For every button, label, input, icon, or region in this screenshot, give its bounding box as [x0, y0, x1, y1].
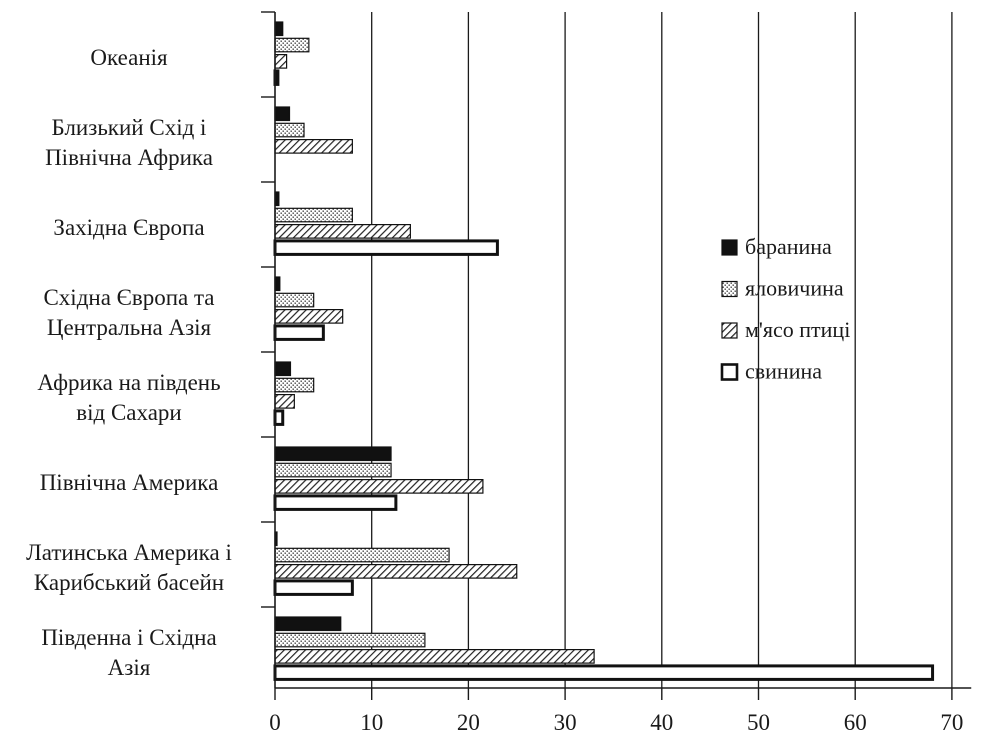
category-label: Північна Африка — [45, 145, 213, 170]
bar-6-series-1 — [274, 446, 392, 462]
bar-7-series-4 — [273, 579, 354, 596]
category-label: Центральна Азія — [47, 315, 212, 340]
category-label: Близький Схід і — [52, 115, 207, 140]
bar-5-series-2 — [274, 377, 315, 393]
legend-swatch-2 — [721, 280, 738, 298]
bar-3-series-2 — [274, 207, 353, 223]
bar-4-series-2 — [274, 292, 315, 308]
x-tick-label: 70 — [940, 710, 963, 735]
category-label: від Сахари — [76, 400, 181, 425]
x-tick-label: 50 — [747, 710, 770, 735]
bar-6-series-4 — [273, 494, 398, 511]
bar-4-series-4 — [273, 324, 325, 341]
bar-5-series-3 — [274, 394, 295, 409]
bar-5-series-1 — [274, 361, 292, 377]
category-label: Північна Америка — [40, 470, 219, 495]
bar-7-series-2 — [274, 547, 450, 563]
bar-3-series-4 — [273, 239, 499, 256]
legend-label-3: м'ясо птиці — [745, 317, 850, 342]
bar-8-series-4 — [273, 664, 935, 681]
legend-label-2: яловичина — [745, 276, 844, 301]
bar-8-series-1 — [274, 616, 342, 632]
bar-1-series-3 — [274, 53, 288, 69]
bar-5-series-4 — [273, 409, 285, 426]
category-label: Латинська Америка і — [26, 540, 232, 565]
x-tick-label: 0 — [269, 710, 281, 735]
bar-4-series-3 — [274, 309, 344, 324]
legend-label-4: свинина — [745, 359, 822, 384]
bar-2-series-1 — [274, 106, 291, 122]
x-tick-label: 60 — [844, 710, 867, 735]
category-labels: Океанія Близький Схід і Північна Африка Зах… — [26, 45, 232, 680]
category-label: Азія — [108, 655, 151, 680]
bar-6-series-2 — [274, 462, 392, 478]
bar-7-series-3 — [274, 563, 518, 579]
bar-1-series-1 — [274, 21, 284, 37]
legend-swatch-1 — [721, 239, 738, 256]
legend-label-1: баранина — [745, 234, 832, 259]
axes: 0 10 20 30 40 50 60 70 — [261, 11, 972, 735]
category-label: Африка на південь — [37, 370, 220, 395]
category-label: Карибський басейн — [34, 570, 224, 595]
category-label: Океанія — [90, 45, 168, 70]
x-tick-label: 40 — [650, 710, 673, 735]
bars — [273, 21, 935, 681]
x-tick-label: 30 — [554, 710, 577, 735]
bar-8-series-2 — [274, 632, 426, 648]
bar-3-series-3 — [274, 224, 411, 239]
category-label: Південна і Східна — [41, 625, 216, 650]
bar-6-series-3 — [274, 479, 484, 494]
legend: баранина яловичина м'ясо птиці свинина — [720, 234, 850, 384]
category-label: Західна Європа — [53, 215, 204, 240]
bar-1-series-2 — [274, 37, 310, 53]
bar-2-series-2 — [274, 122, 305, 138]
category-label: Східна Європа та — [43, 285, 214, 310]
x-tick-label: 10 — [360, 710, 383, 735]
bar-2-series-3 — [274, 139, 353, 154]
bar-8-series-3 — [274, 648, 595, 664]
grid-lines — [371, 12, 953, 688]
legend-swatch-4 — [720, 363, 739, 381]
x-tick-label: 20 — [457, 710, 480, 735]
legend-swatch-3 — [721, 322, 738, 339]
